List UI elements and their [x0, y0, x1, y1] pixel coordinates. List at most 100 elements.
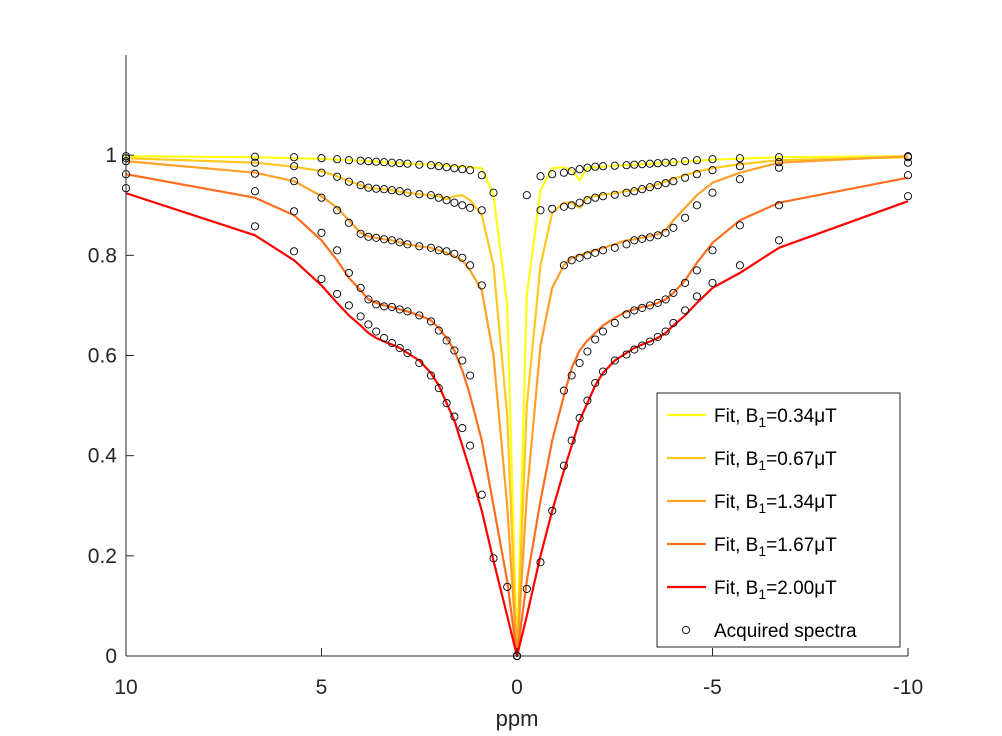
data-point	[735, 175, 744, 184]
data-point	[442, 196, 451, 205]
data-point	[364, 157, 373, 166]
x-tick-label: -10	[893, 676, 923, 699]
data-point	[708, 188, 717, 197]
data-point	[426, 371, 436, 380]
data-point	[317, 274, 326, 283]
data-point	[903, 158, 913, 167]
data-point	[333, 155, 342, 164]
data-point	[450, 346, 459, 355]
legend-label-acquired: Acquired spectra	[714, 621, 857, 642]
data-point	[567, 256, 576, 265]
data-point	[356, 156, 365, 165]
data-point	[708, 166, 717, 175]
data-point	[466, 166, 475, 175]
x-ticks: 10 5 0 -5 -10	[114, 648, 923, 699]
y-ticks: 0 0.2 0.4 0.6 0.8 1	[88, 144, 134, 668]
data-point	[536, 172, 545, 181]
data-point	[630, 345, 639, 354]
y-tick-label: 0.6	[88, 345, 117, 368]
data-point	[522, 584, 531, 593]
data-point	[536, 206, 545, 215]
data-point	[290, 247, 299, 256]
data-point	[638, 303, 647, 312]
data-point	[622, 161, 631, 170]
data-point	[372, 184, 381, 193]
data-point	[610, 190, 619, 199]
data-point	[317, 168, 326, 177]
data-point	[645, 337, 654, 346]
legend-label-3: Fit, B1=1.34μT	[714, 492, 837, 516]
data-point	[458, 201, 467, 210]
data-point	[669, 223, 678, 232]
data-point	[466, 261, 475, 270]
data-point	[356, 181, 365, 190]
data-point	[575, 198, 584, 207]
data-point	[356, 312, 365, 321]
data-point	[591, 335, 600, 344]
data-point	[450, 198, 459, 207]
data-point	[477, 206, 486, 215]
y-tick-label: 0.8	[88, 244, 117, 267]
data-point	[681, 306, 690, 315]
data-point	[598, 162, 608, 171]
data-point	[692, 292, 701, 301]
data-point	[708, 246, 717, 255]
data-point	[681, 213, 690, 222]
data-point	[434, 193, 443, 202]
data-point	[403, 188, 412, 197]
data-point	[591, 162, 600, 171]
y-tick-label: 0	[105, 645, 117, 668]
data-point	[669, 177, 678, 186]
x-tick-label: -5	[703, 676, 722, 699]
data-point	[395, 187, 404, 196]
data-point	[290, 207, 299, 216]
data-point	[630, 236, 639, 245]
data-point	[653, 332, 662, 342]
data-point	[250, 152, 260, 161]
data-point	[450, 249, 459, 258]
data-point	[548, 204, 557, 213]
data-point	[774, 158, 784, 167]
data-point	[403, 348, 412, 358]
data-point	[426, 317, 436, 326]
data-point	[638, 185, 647, 194]
data-point	[380, 235, 389, 244]
data-point	[477, 171, 486, 180]
data-point	[638, 160, 647, 169]
data-point	[489, 188, 498, 197]
y-tick-label: 0.4	[88, 445, 118, 468]
data-point	[692, 170, 701, 179]
data-point	[653, 298, 662, 307]
data-point	[387, 302, 396, 311]
data-point	[610, 161, 619, 170]
data-point	[458, 424, 467, 433]
data-point	[630, 160, 639, 169]
data-point	[380, 333, 389, 343]
data-point	[442, 399, 451, 408]
data-point	[434, 326, 443, 335]
data-point	[638, 234, 647, 243]
data-point	[583, 347, 592, 356]
data-point	[250, 169, 260, 178]
data-point	[583, 251, 592, 260]
data-point	[681, 157, 690, 166]
data-point	[708, 278, 717, 287]
data-point	[575, 165, 584, 174]
data-point	[364, 232, 373, 241]
data-point	[591, 248, 600, 257]
data-point	[466, 203, 475, 212]
y-tick-label: 1	[105, 144, 117, 167]
data-point	[575, 358, 584, 368]
data-point	[450, 164, 459, 173]
data-point	[622, 310, 631, 319]
data-point	[653, 231, 662, 240]
data-point	[669, 158, 678, 167]
data-point	[638, 341, 647, 350]
data-point	[681, 173, 690, 182]
data-point	[395, 343, 404, 353]
data-point	[380, 185, 389, 194]
data-point	[250, 187, 260, 196]
data-point	[630, 187, 639, 196]
data-point	[458, 356, 467, 365]
data-point	[661, 228, 670, 237]
